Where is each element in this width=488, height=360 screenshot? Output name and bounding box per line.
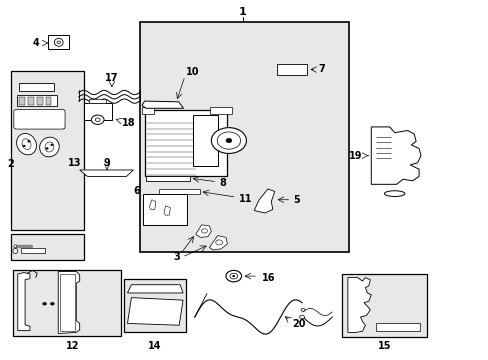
- Text: 14: 14: [147, 341, 161, 351]
- Text: 9: 9: [103, 158, 110, 168]
- Ellipse shape: [232, 275, 235, 277]
- Bar: [341, 274, 427, 337]
- Text: 8: 8: [219, 178, 225, 188]
- Text: 3: 3: [173, 252, 180, 262]
- Ellipse shape: [46, 148, 48, 149]
- Polygon shape: [80, 170, 133, 176]
- Text: 13: 13: [68, 158, 81, 168]
- Polygon shape: [163, 206, 170, 215]
- Ellipse shape: [17, 134, 37, 155]
- Ellipse shape: [91, 115, 104, 125]
- Bar: [142, 194, 187, 225]
- Bar: [142, 107, 154, 114]
- Ellipse shape: [42, 302, 46, 305]
- Bar: [375, 323, 419, 331]
- Text: 18: 18: [122, 118, 135, 128]
- Ellipse shape: [225, 270, 241, 282]
- Ellipse shape: [384, 191, 404, 197]
- Bar: [45, 97, 51, 105]
- Bar: [123, 279, 185, 332]
- Text: 15: 15: [377, 341, 391, 351]
- Polygon shape: [347, 278, 370, 332]
- Bar: [11, 234, 83, 260]
- Text: 4: 4: [32, 38, 39, 48]
- Bar: [28, 97, 34, 105]
- Ellipse shape: [201, 229, 207, 233]
- Bar: [193, 116, 217, 166]
- Polygon shape: [159, 189, 199, 194]
- Ellipse shape: [211, 128, 246, 153]
- Text: 11: 11: [238, 194, 252, 204]
- Bar: [17, 95, 57, 106]
- Ellipse shape: [51, 144, 53, 146]
- Bar: [144, 110, 227, 176]
- Bar: [19, 97, 25, 105]
- Text: 10: 10: [185, 67, 199, 77]
- Polygon shape: [127, 285, 183, 293]
- Ellipse shape: [215, 240, 222, 245]
- Text: 1: 1: [239, 7, 246, 17]
- Ellipse shape: [301, 309, 305, 311]
- Ellipse shape: [225, 138, 231, 143]
- Bar: [83, 103, 112, 120]
- Bar: [19, 83, 54, 91]
- Bar: [277, 64, 307, 75]
- Polygon shape: [254, 189, 274, 213]
- Bar: [60, 274, 75, 330]
- Text: 6: 6: [133, 186, 140, 197]
- Polygon shape: [142, 101, 183, 108]
- Ellipse shape: [13, 248, 18, 253]
- Bar: [140, 22, 348, 252]
- Polygon shape: [146, 176, 189, 181]
- Ellipse shape: [217, 132, 240, 149]
- Polygon shape: [149, 200, 156, 210]
- Text: 17: 17: [105, 73, 119, 83]
- Ellipse shape: [28, 140, 30, 142]
- Ellipse shape: [50, 302, 54, 305]
- Bar: [48, 36, 69, 49]
- Ellipse shape: [299, 315, 304, 319]
- Polygon shape: [195, 225, 211, 237]
- Ellipse shape: [229, 273, 237, 279]
- Text: 19: 19: [348, 150, 362, 161]
- Bar: [13, 270, 121, 336]
- Bar: [11, 71, 83, 230]
- Text: 16: 16: [261, 273, 275, 283]
- Bar: [15, 110, 64, 128]
- Polygon shape: [209, 235, 227, 250]
- Text: 20: 20: [292, 319, 305, 329]
- Polygon shape: [18, 273, 30, 330]
- Ellipse shape: [54, 39, 63, 46]
- Ellipse shape: [45, 142, 54, 152]
- Text: 7: 7: [318, 64, 325, 74]
- Polygon shape: [58, 271, 80, 333]
- Text: 2: 2: [8, 159, 14, 169]
- Text: 12: 12: [66, 341, 80, 351]
- Bar: [21, 248, 44, 253]
- FancyBboxPatch shape: [14, 109, 65, 129]
- Ellipse shape: [57, 41, 61, 44]
- Ellipse shape: [14, 245, 17, 248]
- Text: 5: 5: [293, 195, 300, 205]
- Ellipse shape: [23, 145, 25, 147]
- Ellipse shape: [95, 118, 100, 122]
- Ellipse shape: [40, 137, 59, 157]
- Polygon shape: [127, 298, 183, 325]
- Bar: [37, 97, 42, 105]
- Polygon shape: [370, 127, 420, 184]
- Ellipse shape: [22, 139, 31, 149]
- Bar: [89, 99, 106, 103]
- Bar: [210, 107, 232, 114]
